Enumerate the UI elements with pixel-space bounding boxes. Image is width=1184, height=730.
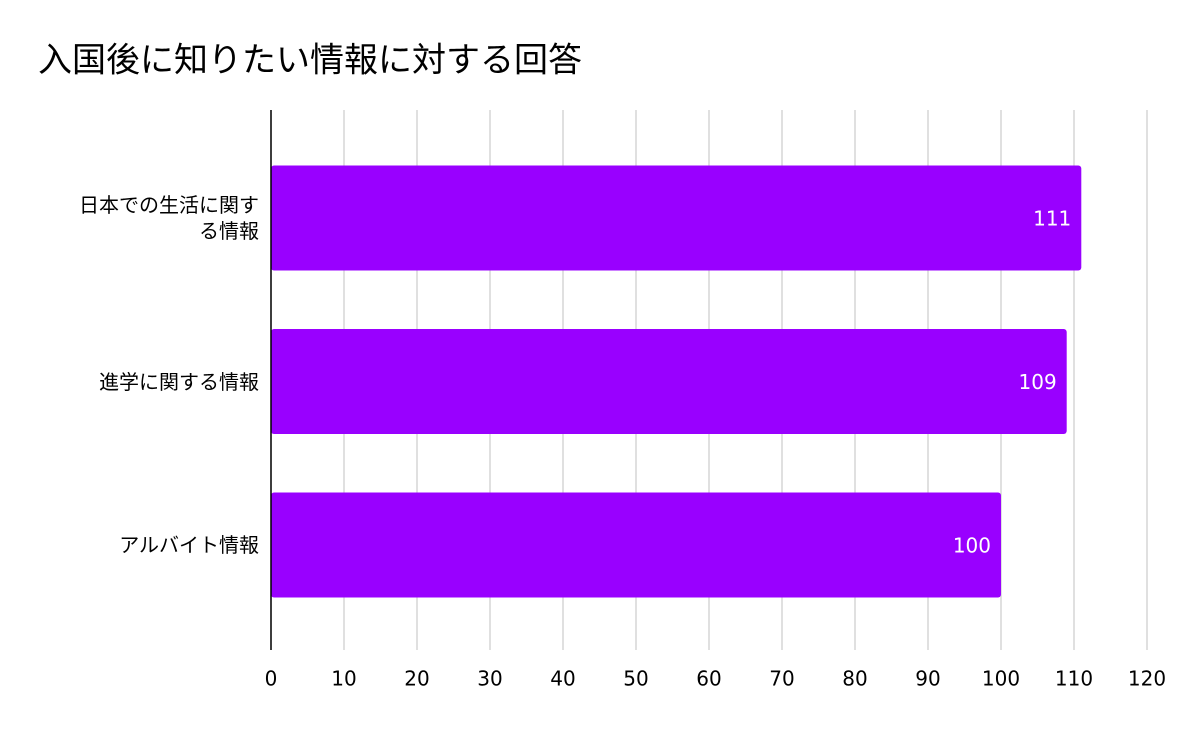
x-tick-label: 10: [331, 667, 356, 691]
y-tick-label: 進学に関する情報: [99, 369, 259, 394]
x-tick-label: 30: [477, 667, 502, 691]
x-tick-label: 70: [769, 667, 794, 691]
x-tick-label: 90: [915, 667, 940, 691]
bar: [271, 165, 1082, 271]
x-tick-label: 40: [550, 667, 575, 691]
y-tick-label: 日本での生活に関する情報: [79, 193, 259, 243]
data-label: 109: [1019, 370, 1057, 394]
bar: [271, 492, 1001, 598]
data-label: 100: [953, 534, 991, 558]
x-tick-label: 120: [1128, 667, 1166, 691]
bar: [271, 329, 1067, 434]
x-tick-label: 0: [265, 667, 278, 691]
chart-title: 入国後に知りたい情報に対する回答: [38, 41, 582, 81]
data-label: 111: [1033, 207, 1071, 231]
x-tick-label: 60: [696, 667, 721, 691]
x-tick-label: 20: [404, 667, 429, 691]
y-tick-label: アルバイト情報: [119, 533, 259, 557]
x-tick-label: 110: [1055, 667, 1093, 691]
x-tick-label: 50: [623, 667, 648, 691]
x-tick-label: 80: [842, 667, 867, 691]
x-tick-label: 100: [982, 667, 1020, 691]
